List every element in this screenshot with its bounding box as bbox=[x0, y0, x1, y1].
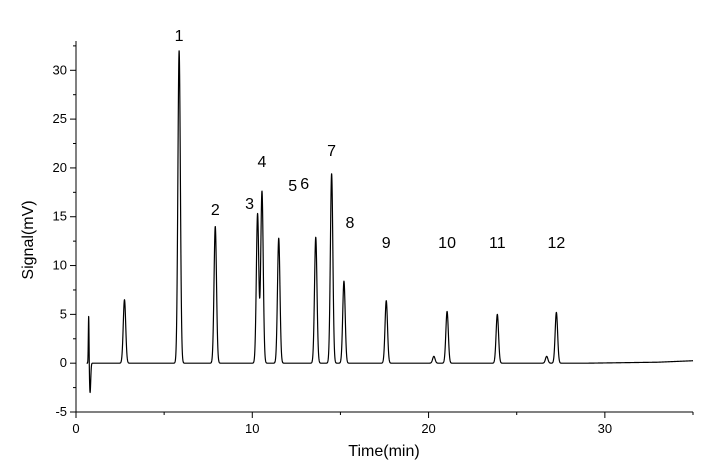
peak-label: 10 bbox=[438, 235, 456, 252]
peak-label: 2 bbox=[211, 202, 220, 219]
y-tick-label: 30 bbox=[53, 62, 67, 77]
peak-label: 12 bbox=[547, 235, 565, 252]
peak-label: 4 bbox=[258, 154, 267, 171]
y-axis-title: Signal(mV) bbox=[20, 200, 37, 279]
y-tick-label: 10 bbox=[53, 258, 67, 273]
x-tick-label: 20 bbox=[421, 421, 435, 436]
peak-label: 8 bbox=[346, 215, 355, 232]
y-tick-label: -5 bbox=[55, 404, 67, 419]
peak-label: 7 bbox=[327, 143, 336, 160]
peak-label: 6 bbox=[300, 176, 309, 193]
y-tick-label: 20 bbox=[53, 160, 67, 175]
peak-label: 3 bbox=[245, 196, 254, 213]
signal-trace bbox=[86, 50, 694, 394]
y-tick-label: 15 bbox=[53, 209, 67, 224]
x-axis-title: Time(min) bbox=[348, 443, 419, 460]
y-tick-label: 25 bbox=[53, 111, 67, 126]
x-tick-label: 30 bbox=[598, 421, 612, 436]
peak-label: 1 bbox=[175, 28, 184, 45]
y-tick-label: 0 bbox=[60, 355, 67, 370]
x-tick-label: 0 bbox=[72, 421, 79, 436]
peak-label: 9 bbox=[382, 235, 391, 252]
y-tick-label: 5 bbox=[60, 306, 67, 321]
peak-label: 5 bbox=[288, 178, 297, 195]
x-tick-label: 10 bbox=[245, 421, 259, 436]
peak-label: 11 bbox=[489, 235, 506, 252]
